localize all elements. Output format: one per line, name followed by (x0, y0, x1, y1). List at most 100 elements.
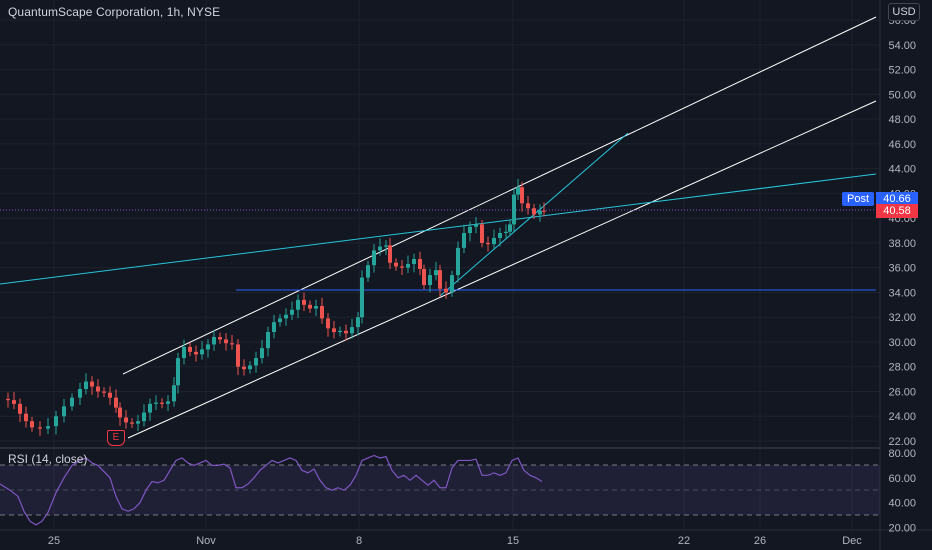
channel-upper-line[interactable] (122, 16, 877, 375)
candle[interactable] (508, 220, 512, 237)
candle[interactable] (266, 326, 270, 357)
candle[interactable] (456, 241, 460, 283)
candle[interactable] (344, 324, 348, 341)
candle[interactable] (284, 308, 288, 326)
candle[interactable] (188, 342, 192, 357)
rsi-pane[interactable] (0, 454, 880, 526)
candle[interactable] (182, 339, 186, 365)
candle[interactable] (230, 334, 234, 350)
candle[interactable] (320, 297, 324, 324)
candle[interactable] (142, 404, 146, 427)
candle[interactable] (102, 387, 106, 398)
candle[interactable] (422, 264, 426, 290)
candle[interactable] (474, 217, 478, 234)
candle[interactable] (124, 410, 128, 429)
candle[interactable] (526, 195, 530, 215)
candle[interactable] (70, 393, 74, 411)
candle[interactable] (384, 240, 388, 255)
candle[interactable] (54, 410, 58, 435)
candle[interactable] (444, 281, 448, 299)
time-axis[interactable]: 25 Nov 8 15 22 26 Dec (48, 535, 862, 547)
candle[interactable] (516, 178, 520, 200)
candle[interactable] (84, 373, 88, 395)
candle[interactable] (406, 255, 410, 274)
candle[interactable] (308, 300, 312, 313)
candle[interactable] (418, 251, 422, 276)
candle[interactable] (492, 229, 496, 250)
price-axis[interactable]: 56.0054.0052.0050.0048.0046.0044.0042.00… (888, 15, 916, 448)
rsi-axis[interactable]: 80.00 60.00 40.00 20.00 (888, 448, 916, 534)
cyan-trendline-long[interactable] (0, 173, 877, 285)
candle[interactable] (108, 386, 112, 405)
candle[interactable] (130, 418, 134, 429)
candle[interactable] (428, 268, 432, 293)
candle[interactable] (498, 227, 502, 247)
candle[interactable] (136, 414, 140, 431)
candle[interactable] (350, 318, 354, 339)
candle[interactable] (272, 314, 276, 339)
candle[interactable] (236, 339, 240, 376)
candle[interactable] (372, 244, 376, 273)
candle[interactable] (326, 313, 330, 337)
symbol-title[interactable]: QuantumScape Corporation, 1h, NYSE (8, 5, 221, 19)
candle[interactable] (212, 329, 216, 351)
candle[interactable] (356, 311, 360, 336)
candle[interactable] (18, 398, 22, 423)
candle[interactable] (46, 417, 50, 434)
channel-lower-line[interactable] (127, 100, 877, 439)
candle[interactable] (254, 351, 258, 373)
currency-button[interactable]: USD (888, 3, 920, 21)
candle[interactable] (96, 379, 100, 398)
candle[interactable] (468, 221, 472, 242)
candle[interactable] (90, 376, 94, 395)
candle[interactable] (62, 399, 66, 423)
candle[interactable] (242, 359, 246, 376)
candle[interactable] (118, 402, 122, 426)
candle[interactable] (206, 339, 210, 358)
candle[interactable] (532, 203, 536, 219)
candle[interactable] (462, 224, 466, 254)
candle[interactable] (360, 270, 364, 324)
earnings-marker[interactable]: E (107, 430, 125, 446)
candle[interactable] (512, 188, 516, 232)
candle[interactable] (520, 181, 524, 212)
candle[interactable] (504, 224, 508, 240)
candle[interactable] (434, 261, 438, 281)
candle[interactable] (38, 421, 42, 436)
candle[interactable] (148, 398, 152, 421)
candle[interactable] (24, 406, 28, 428)
candle[interactable] (314, 299, 318, 316)
candle[interactable] (200, 341, 204, 360)
candle[interactable] (278, 314, 282, 327)
candle[interactable] (366, 260, 370, 282)
candle[interactable] (542, 202, 546, 217)
candle[interactable] (78, 382, 82, 405)
candle[interactable] (400, 260, 404, 275)
candle[interactable] (296, 294, 300, 319)
candle[interactable] (450, 270, 454, 297)
candle[interactable] (412, 253, 416, 273)
candle[interactable] (338, 326, 342, 337)
candle[interactable] (224, 333, 228, 351)
candle[interactable] (166, 395, 170, 412)
candle[interactable] (160, 398, 164, 409)
candle[interactable] (248, 361, 252, 374)
candle[interactable] (388, 238, 392, 270)
candle[interactable] (480, 220, 484, 248)
candle[interactable] (154, 395, 158, 411)
candle[interactable] (438, 264, 442, 298)
rsi-indicator-label[interactable]: RSI (14, close) (8, 452, 88, 466)
candle[interactable] (538, 204, 542, 222)
candle[interactable] (486, 236, 490, 252)
candle[interactable] (12, 391, 16, 410)
candle[interactable] (30, 416, 34, 432)
candle[interactable] (114, 389, 118, 413)
candle[interactable] (302, 292, 306, 312)
candles[interactable] (6, 178, 546, 436)
candle[interactable] (394, 258, 398, 271)
candle[interactable] (176, 352, 180, 394)
candle[interactable] (290, 301, 294, 321)
candle[interactable] (172, 376, 176, 407)
candle[interactable] (260, 339, 264, 364)
